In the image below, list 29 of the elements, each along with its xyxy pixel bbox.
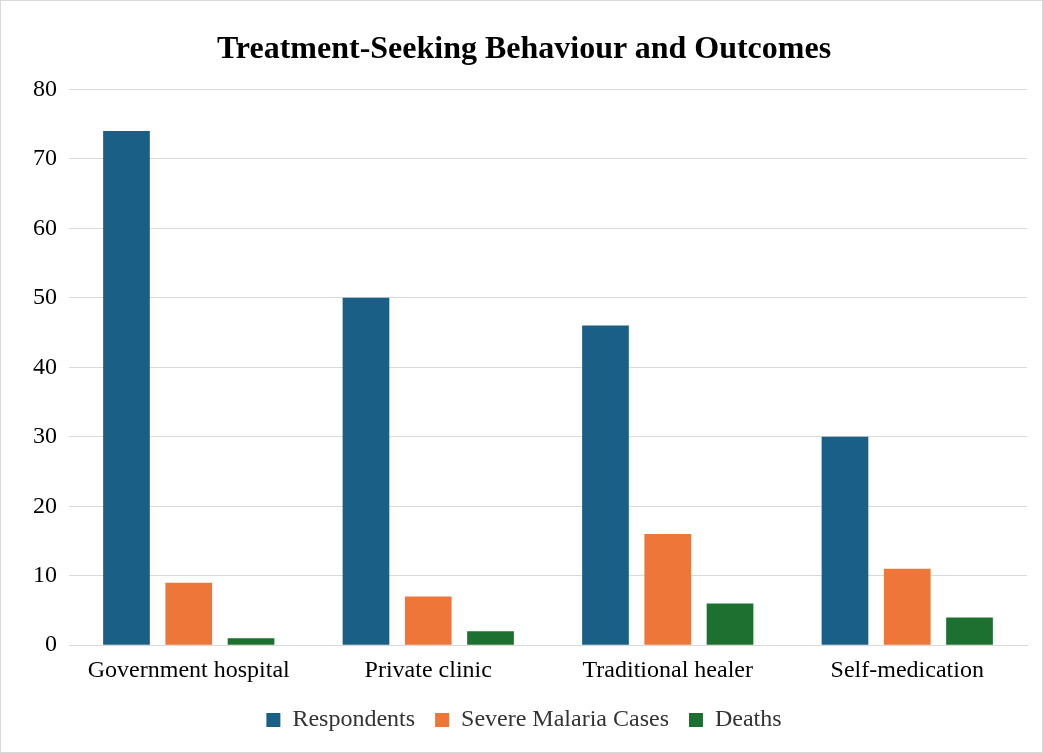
y-tick-label: 0	[45, 630, 57, 657]
y-tick-label: 20	[33, 491, 57, 518]
bar	[582, 325, 629, 645]
x-tick-label: Traditional healer	[582, 655, 753, 682]
y-tick-label: 30	[33, 422, 57, 449]
bar	[404, 596, 452, 645]
bar	[821, 436, 869, 645]
y-tick-label: 10	[33, 561, 57, 588]
bar	[946, 617, 993, 645]
y-tick-label: 60	[33, 213, 57, 240]
y-tick-label: 40	[33, 352, 57, 379]
legend-label: Severe Malaria Cases	[461, 705, 669, 732]
y-tick-label: 70	[33, 144, 57, 171]
legend-label: Deaths	[714, 705, 782, 732]
bar	[706, 603, 754, 645]
bar	[103, 131, 150, 645]
bar	[227, 638, 275, 645]
bar	[644, 534, 692, 645]
bar	[467, 631, 514, 645]
y-tick-label: 80	[33, 74, 57, 101]
x-tick-label: Private clinic	[364, 655, 492, 682]
x-tick-label: Self-medication	[830, 655, 984, 682]
bar	[342, 297, 390, 645]
bar	[883, 568, 931, 645]
bar	[165, 582, 213, 645]
legend-label: Respondents	[292, 705, 416, 732]
chart-title: Treatment-Seeking Behaviour and Outcomes	[216, 29, 832, 66]
x-tick-label: Government hospital	[87, 655, 291, 682]
y-tick-label: 50	[33, 283, 57, 310]
